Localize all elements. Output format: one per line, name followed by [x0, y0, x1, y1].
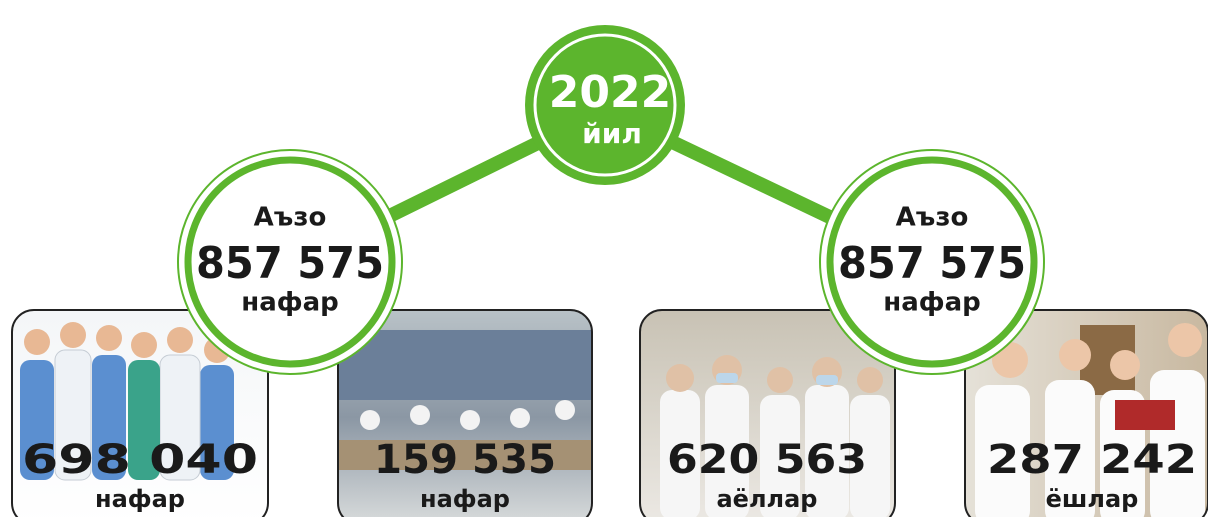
year: 2022	[549, 67, 671, 118]
member-circle: Аъзо 857 575 нафар	[178, 150, 402, 374]
card-value: 698 040	[22, 437, 258, 483]
year-unit: йил	[582, 117, 642, 150]
card-value: 620 563	[667, 437, 867, 483]
card-value: 287 242	[987, 437, 1197, 483]
member-value: 857 575	[196, 238, 384, 289]
member-unit: нафар	[883, 288, 980, 318]
body: {"header": {"year": "2022", "year_unit":…	[0, 0, 1208, 517]
infographic: 698 040 нафар 159 535 нафар 620 563 аёлл…	[0, 0, 1208, 517]
card: 159 535 нафар	[338, 310, 592, 517]
year-circle: 2022 йил	[525, 25, 685, 185]
member-unit: нафар	[241, 288, 338, 318]
member-value: 857 575	[838, 238, 1026, 289]
member-label: Аъзо	[254, 203, 327, 233]
page: Infographic html, body { margin: 0; padd…	[0, 0, 1208, 517]
card-value: 159 535	[374, 437, 556, 483]
card-unit: нафар	[420, 485, 510, 513]
card-unit: ёшлар	[1046, 485, 1139, 513]
member-label: Аъзо	[896, 203, 969, 233]
card-unit: аёллар	[716, 485, 817, 513]
card-unit: нафар	[95, 485, 185, 513]
member-circle: Аъзо 857 575 нафар	[820, 150, 1044, 374]
